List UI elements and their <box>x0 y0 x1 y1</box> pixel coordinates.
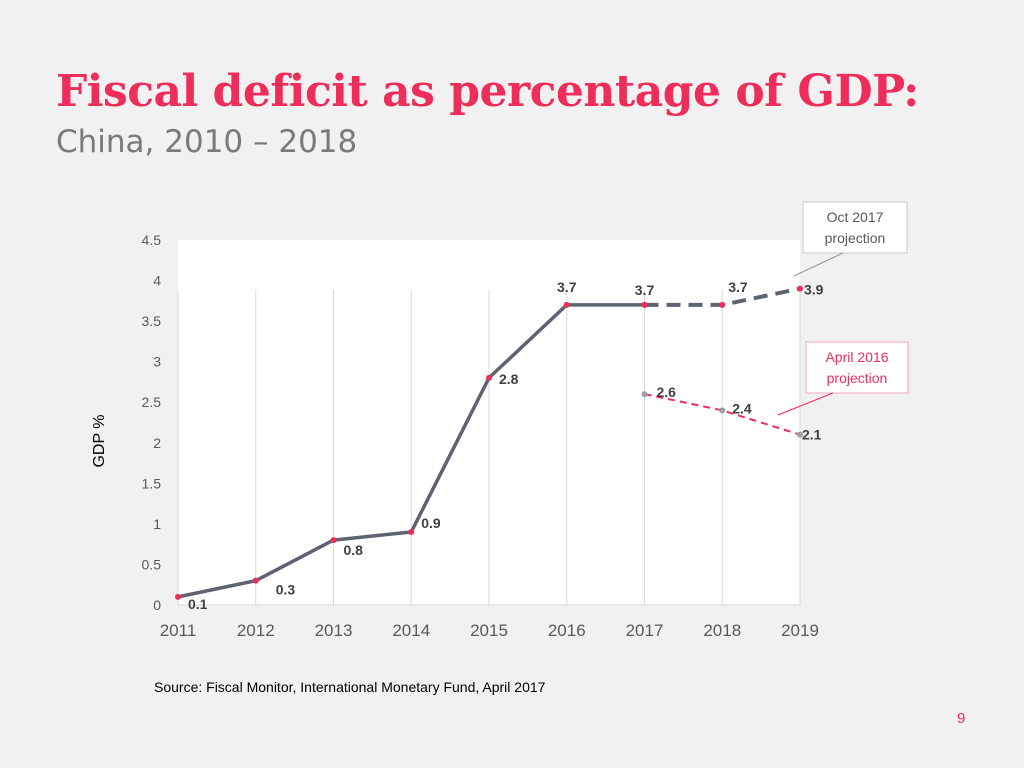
y-tick-label: 4 <box>153 273 161 289</box>
data-label: 0.3 <box>276 582 296 598</box>
data-point <box>641 391 648 398</box>
y-tick-label: 2 <box>153 435 161 451</box>
y-tick-label: 1.5 <box>142 475 162 491</box>
x-tick-label: 2013 <box>315 621 353 640</box>
data-label: 3.9 <box>804 282 824 298</box>
y-tick-label: 0 <box>153 597 161 613</box>
data-point <box>486 374 492 381</box>
x-tick-label: 2017 <box>626 621 664 640</box>
data-point <box>175 593 181 600</box>
data-label: 0.8 <box>344 542 364 558</box>
page-number: 9 <box>957 710 966 727</box>
data-point <box>797 431 803 438</box>
annotation-leader <box>793 252 844 277</box>
x-tick-label: 2018 <box>703 621 741 640</box>
data-label: 3.7 <box>635 282 655 298</box>
y-tick-label: 0.5 <box>142 556 162 572</box>
source-note: Source: Fiscal Monitor, International Mo… <box>154 679 546 695</box>
x-tick-label: 2015 <box>470 621 508 640</box>
data-point <box>330 537 337 544</box>
data-point <box>719 301 726 308</box>
data-point <box>563 301 570 308</box>
annotation-text: April 2016 <box>825 349 888 365</box>
y-tick-label: 4.5 <box>142 232 162 248</box>
data-point <box>797 285 803 292</box>
series-line-2 <box>644 393 801 436</box>
data-label: 3.7 <box>557 279 577 295</box>
annotation-leader <box>777 392 834 416</box>
data-label: 3.7 <box>728 279 748 295</box>
annotation-box <box>805 341 909 394</box>
data-point <box>719 407 726 414</box>
slide-subtitle: China, 2010 – 2018 <box>56 124 358 160</box>
x-tick-label: 2012 <box>237 621 275 640</box>
annotation-box <box>802 201 908 254</box>
annotation-text: Oct 2017 <box>827 209 884 225</box>
data-point <box>252 577 259 584</box>
data-label: 2.1 <box>802 427 822 443</box>
x-tick-label: 2019 <box>781 621 819 640</box>
data-point <box>641 301 648 308</box>
data-label: 0.1 <box>188 596 208 612</box>
annotation-text: projection <box>825 230 886 246</box>
data-label: 2.4 <box>732 400 752 416</box>
slide-title: Fiscal deficit as percentage of GDP: <box>56 66 919 117</box>
x-tick-label: 2011 <box>160 621 197 640</box>
data-label: 2.6 <box>657 384 677 400</box>
data-label: 0.9 <box>421 515 441 531</box>
y-tick-label: 2.5 <box>142 394 162 410</box>
y-tick-label: 3 <box>153 354 161 370</box>
y-tick-label: 1 <box>153 516 161 532</box>
data-label: 2.8 <box>499 371 519 387</box>
y-tick-label: 3.5 <box>142 313 162 329</box>
y-axis-title: GDP % <box>91 414 108 467</box>
annotation-text: projection <box>827 370 888 386</box>
x-tick-label: 2016 <box>548 621 586 640</box>
x-tick-label: 2014 <box>392 621 430 640</box>
data-point <box>408 529 415 535</box>
